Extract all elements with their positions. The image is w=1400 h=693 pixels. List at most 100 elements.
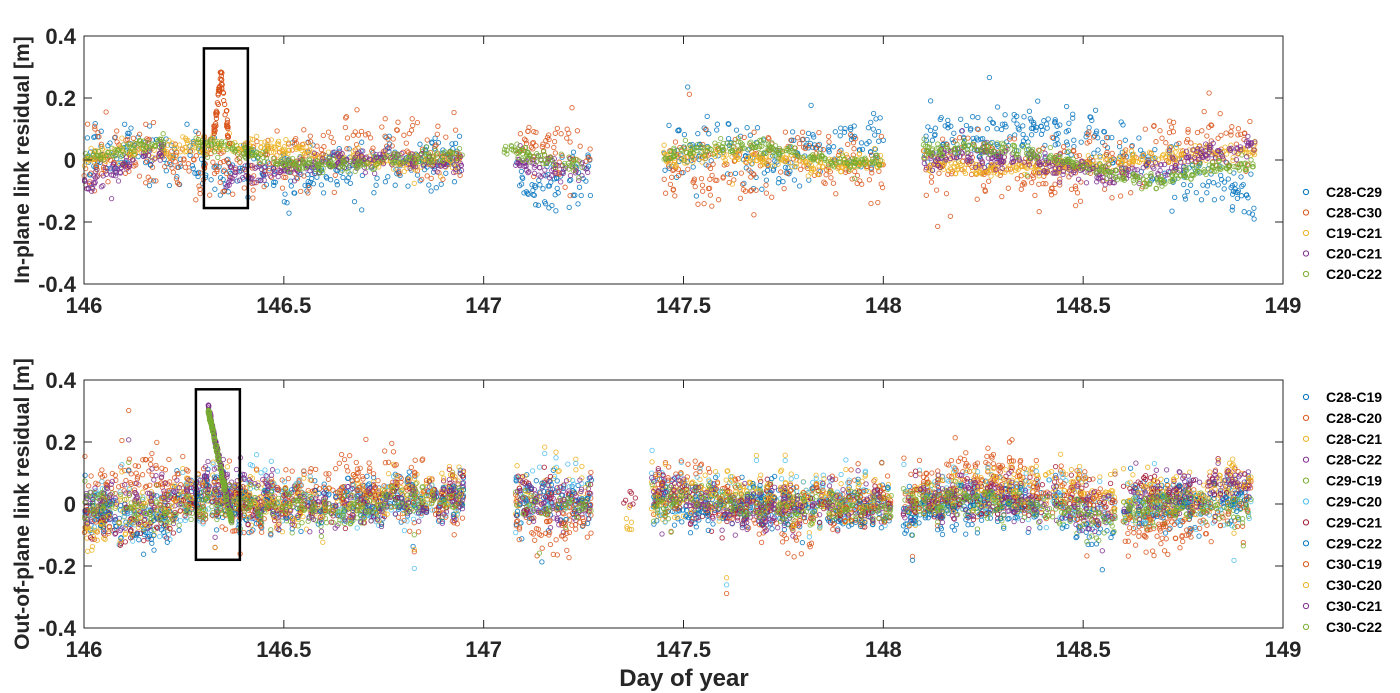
data-point <box>927 98 934 104</box>
data-point <box>741 180 747 187</box>
data-point <box>975 137 981 143</box>
data-point <box>875 128 882 135</box>
data-point <box>754 125 761 131</box>
data-point <box>537 182 543 188</box>
data-point <box>533 129 539 136</box>
data-point <box>136 173 143 179</box>
data-point <box>1086 138 1093 145</box>
data-point <box>453 169 459 175</box>
data-point <box>542 199 548 205</box>
data-point <box>390 136 396 142</box>
data-point <box>796 140 803 147</box>
legend-marker <box>1302 229 1310 237</box>
data-point <box>748 187 755 193</box>
data-point <box>662 190 669 196</box>
data-point <box>982 188 988 194</box>
data-point <box>715 197 722 203</box>
data-point <box>1136 135 1142 141</box>
data-point <box>320 190 327 196</box>
data-point <box>401 132 407 138</box>
data-point <box>373 182 379 188</box>
data-point <box>208 177 214 183</box>
data-point <box>443 170 449 176</box>
data-point <box>1173 144 1179 151</box>
data-point <box>772 158 778 164</box>
data-point <box>214 168 220 175</box>
data-point <box>125 133 131 139</box>
data-point <box>1185 126 1191 133</box>
data-point <box>542 167 548 173</box>
legend-item: C28-C29 <box>1302 184 1382 200</box>
data-point <box>1206 90 1212 96</box>
data-point <box>99 144 105 150</box>
data-point <box>707 165 714 172</box>
data-point <box>289 468 295 474</box>
data-point <box>1052 181 1058 187</box>
data-point <box>1233 189 1239 195</box>
data-point <box>1085 131 1091 138</box>
data-point <box>731 177 737 183</box>
data-point <box>433 185 439 191</box>
data-point <box>281 174 287 180</box>
data-point <box>424 137 430 143</box>
data-point <box>417 141 423 147</box>
data-point <box>791 177 798 183</box>
data-point <box>1162 530 1169 536</box>
data-point <box>307 143 313 149</box>
data-point <box>261 165 267 171</box>
data-point <box>539 545 545 551</box>
data-point <box>1211 197 1218 203</box>
data-point <box>789 129 796 135</box>
data-point <box>587 146 593 152</box>
data-point <box>279 185 286 191</box>
data-point <box>849 176 855 182</box>
data-point <box>429 139 435 145</box>
data-point <box>933 187 940 193</box>
out-of-plane-panel: 146 146.5 147 147.5 148 148.5 149-0.4-0.200.20… <box>11 358 1382 662</box>
data-point <box>1092 107 1099 113</box>
data-point <box>167 159 173 166</box>
data-point <box>230 191 236 197</box>
data-point <box>821 179 827 185</box>
data-point <box>1057 176 1063 182</box>
data-point <box>1063 139 1070 145</box>
data-point <box>1223 130 1229 136</box>
data-point <box>343 114 350 120</box>
data-point <box>566 177 573 184</box>
data-point <box>122 121 128 127</box>
data-point <box>1041 118 1047 124</box>
data-point <box>564 126 570 132</box>
data-point <box>681 131 688 138</box>
data-point <box>1040 145 1046 151</box>
data-point <box>518 168 525 175</box>
data-point <box>274 140 281 146</box>
data-point <box>150 178 157 184</box>
data-point <box>217 179 223 186</box>
data-point <box>1122 137 1128 143</box>
data-point <box>1238 131 1244 137</box>
data-point <box>1246 210 1252 216</box>
data-point <box>1238 174 1244 180</box>
data-point <box>523 137 529 144</box>
data-point <box>306 185 312 191</box>
data-point <box>782 129 789 135</box>
data-point <box>326 471 332 477</box>
data-point <box>1093 130 1099 137</box>
data-point <box>969 167 976 173</box>
data-point <box>1015 125 1021 131</box>
data-point <box>136 131 143 137</box>
data-point <box>562 184 568 190</box>
data-point <box>424 173 430 179</box>
legend-label: C28-C29 <box>1326 184 1382 200</box>
data-point <box>588 469 594 476</box>
data-point <box>872 132 878 138</box>
data-point <box>699 159 705 165</box>
data-point <box>543 137 549 144</box>
data-point <box>1201 108 1207 115</box>
data-point <box>546 205 552 211</box>
data-point <box>949 136 955 143</box>
data-point <box>837 133 843 139</box>
out-of-plane-points <box>81 402 1254 597</box>
data-point <box>1083 180 1090 186</box>
